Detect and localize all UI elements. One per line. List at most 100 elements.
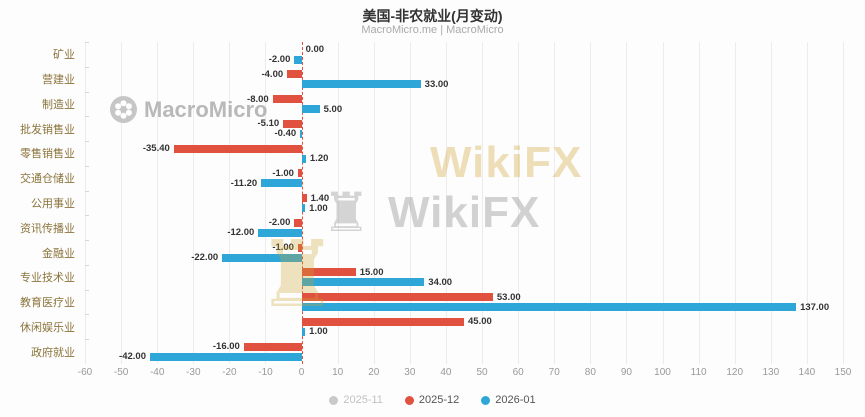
bar-value-label: -11.20 bbox=[230, 177, 258, 189]
bar-2026-01 bbox=[301, 105, 320, 114]
bar-value-label: -8.00 bbox=[247, 93, 269, 105]
y-axis-tick bbox=[85, 42, 89, 43]
bar-2025-12 bbox=[243, 342, 302, 351]
bar-value-label: -4.00 bbox=[261, 68, 284, 80]
bar-2026-01 bbox=[301, 278, 425, 287]
bar-value-label: -12.00 bbox=[227, 227, 255, 239]
gridline bbox=[337, 42, 339, 364]
bar-value-label: 1.00 bbox=[309, 202, 328, 214]
legend-item-2025-11[interactable]: 2025-11 bbox=[329, 394, 383, 406]
category-label: 资讯传播业 bbox=[20, 222, 75, 235]
bar-value-label: -1.00 bbox=[272, 242, 294, 254]
bar-2025-12 bbox=[301, 293, 493, 302]
gridline bbox=[770, 42, 772, 364]
y-axis-tick bbox=[85, 116, 89, 118]
bar-2025-12 bbox=[301, 194, 307, 203]
y-axis-tick bbox=[85, 314, 89, 316]
gridline bbox=[445, 42, 447, 364]
bar-2026-01 bbox=[301, 80, 421, 89]
gridline bbox=[482, 42, 484, 364]
x-tick-label: 50 bbox=[476, 367, 488, 378]
y-axis-tick bbox=[85, 190, 89, 192]
bar-2025-12 bbox=[297, 243, 302, 252]
x-tick-label: 130 bbox=[762, 367, 780, 378]
bar-2026-01 bbox=[301, 204, 306, 213]
gridline bbox=[662, 42, 664, 364]
x-tick-label: -50 bbox=[113, 367, 129, 378]
category-label: 营建业 bbox=[42, 74, 75, 87]
bar-value-label: 34.00 bbox=[428, 276, 453, 288]
bar-value-label: -22.00 bbox=[191, 252, 219, 264]
bar-value-label: 1.40 bbox=[310, 192, 330, 204]
y-axis-tick bbox=[85, 215, 89, 217]
gridline bbox=[157, 42, 159, 364]
x-tick-label: -30 bbox=[186, 367, 201, 378]
x-tick-label: 80 bbox=[584, 367, 596, 378]
gridline bbox=[554, 42, 556, 364]
bar-2026-01 bbox=[222, 253, 302, 262]
bar-value-label: 45.00 bbox=[468, 316, 492, 328]
legend-dot-icon bbox=[481, 395, 491, 405]
legend-item-2026-01[interactable]: 2026-01 bbox=[481, 394, 536, 406]
y-axis-tick bbox=[85, 141, 89, 143]
x-tick-label: 10 bbox=[332, 367, 344, 378]
bar-value-label: 33.00 bbox=[424, 78, 449, 90]
bar-2025-12 bbox=[283, 119, 302, 128]
y-axis-tick bbox=[85, 240, 89, 242]
chart-title: 美国-非农就业(月变动) bbox=[362, 8, 503, 24]
category-label: 教育医疗业 bbox=[20, 297, 75, 310]
bar-value-label: 137.00 bbox=[800, 301, 830, 313]
gridline bbox=[409, 42, 411, 364]
bar-2025-12 bbox=[287, 70, 302, 79]
bar-value-label: -16.00 bbox=[212, 341, 240, 353]
legend-label: 2025-12 bbox=[418, 394, 460, 406]
category-label: 矿业 bbox=[53, 49, 75, 62]
legend-item-2025-12[interactable]: 2025-12 bbox=[404, 394, 460, 406]
y-axis-tick bbox=[85, 264, 89, 266]
bar-value-label: 1.00 bbox=[309, 326, 328, 338]
bar-value-label: 5.00 bbox=[323, 103, 343, 115]
gridline bbox=[265, 42, 267, 364]
bar-2026-01 bbox=[301, 303, 797, 312]
category-label: 零售销售业 bbox=[20, 148, 75, 161]
gridline bbox=[121, 42, 123, 364]
bar-value-label: 0.00 bbox=[305, 44, 325, 55]
x-tick-label: -20 bbox=[222, 367, 237, 378]
y-axis-tick bbox=[85, 165, 89, 167]
x-tick-label: 0 bbox=[298, 367, 305, 378]
category-label: 金融业 bbox=[42, 247, 75, 260]
x-tick-label: 90 bbox=[620, 367, 632, 378]
bar-2025-12 bbox=[301, 268, 356, 277]
x-tick-label: 40 bbox=[440, 367, 452, 378]
bar-2026-01 bbox=[261, 179, 302, 188]
x-tick-label: 100 bbox=[654, 367, 671, 378]
bar-value-label: -35.40 bbox=[142, 143, 170, 155]
x-tick-label: 30 bbox=[404, 367, 416, 378]
gridline bbox=[806, 42, 808, 364]
zero-baseline bbox=[301, 42, 303, 364]
bar-value-label: -1.00 bbox=[272, 167, 294, 179]
bar-value-label: 53.00 bbox=[496, 291, 521, 303]
category-label: 公用事业 bbox=[31, 197, 75, 210]
x-tick-label: 140 bbox=[798, 367, 816, 378]
bar-2026-01 bbox=[300, 129, 302, 138]
gridline bbox=[229, 42, 231, 364]
bar-2026-01 bbox=[294, 55, 302, 64]
category-label: 休闲娱乐业 bbox=[20, 321, 75, 334]
legend: 2025-11 2025-12 2026-01 bbox=[0, 394, 865, 406]
plot-area: 0.00 -2.00 -4.00 33.00 -8.00 5.00 -5.10 -0.40 -3… bbox=[85, 42, 844, 364]
bar-2026-01 bbox=[149, 352, 302, 361]
legend-label: 2025-11 bbox=[343, 394, 383, 406]
gridline bbox=[85, 42, 86, 364]
x-tick-label: 120 bbox=[726, 367, 744, 378]
x-tick-label: 150 bbox=[834, 367, 852, 378]
x-tick-label: 20 bbox=[368, 367, 380, 378]
category-label: 批发销售业 bbox=[20, 123, 75, 136]
gridline bbox=[734, 42, 736, 364]
x-tick-label: -40 bbox=[149, 367, 165, 378]
chart-source: MacroMicro.me | MacroMicro bbox=[361, 24, 504, 36]
y-axis-labels: 矿业 营建业 制造业 批发销售业 零售销售业 交通仓储业 公用事业 资讯传播业 金融业 专业技术业… bbox=[0, 42, 78, 364]
gridline bbox=[698, 42, 700, 364]
legend-dot-icon bbox=[404, 395, 414, 405]
bar-2026-01 bbox=[258, 228, 302, 237]
